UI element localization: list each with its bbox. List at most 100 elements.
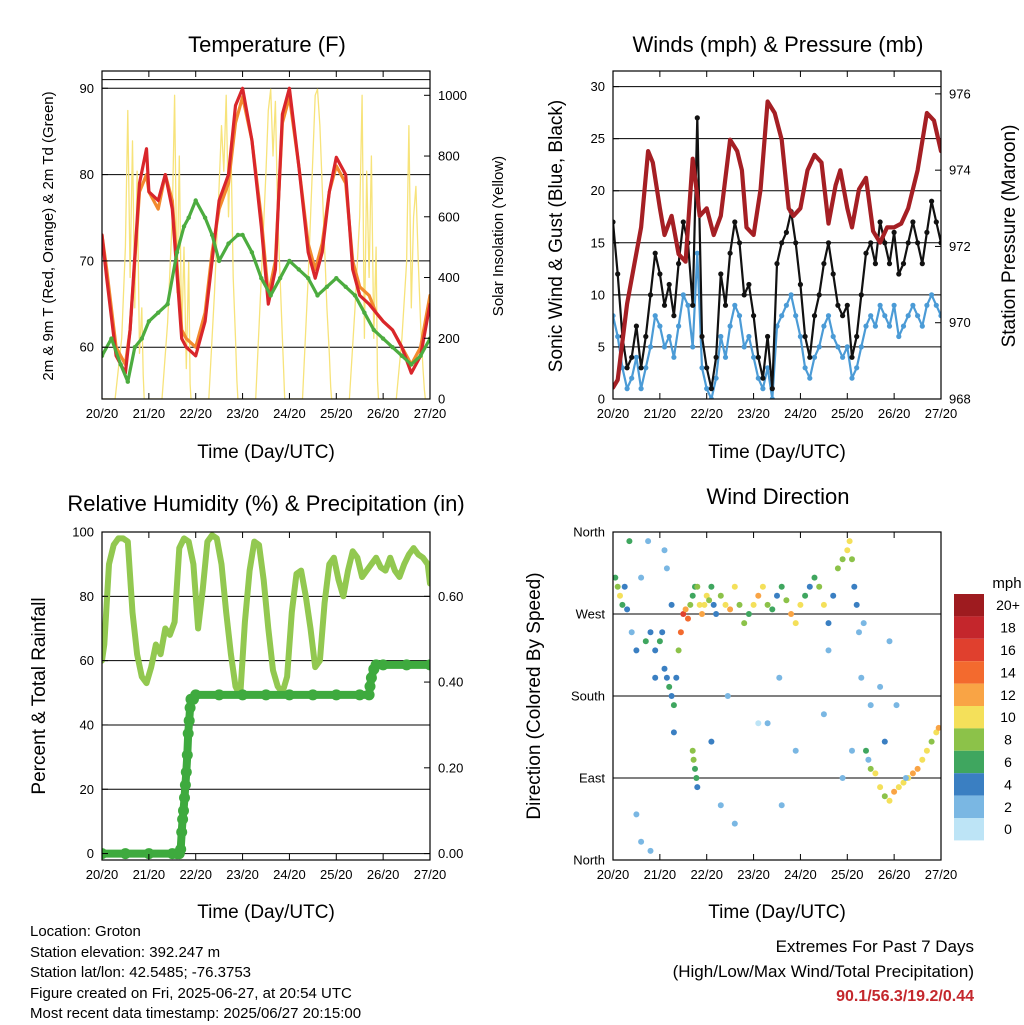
- data-point: [666, 333, 672, 340]
- data-point: [190, 689, 202, 701]
- data-point: [881, 793, 888, 800]
- colorbar-label: 12: [1000, 687, 1016, 703]
- data-point: [865, 756, 872, 763]
- data-point: [854, 333, 860, 340]
- data-point: [731, 583, 738, 590]
- y-tick-label: 40: [80, 717, 94, 732]
- colorbar-swatch: [954, 661, 984, 684]
- data-point: [882, 313, 888, 319]
- data-point: [886, 638, 893, 645]
- colorbar-swatch: [954, 638, 984, 662]
- data-point: [277, 276, 283, 281]
- data-point: [334, 276, 339, 281]
- series-line: [102, 88, 430, 399]
- data-point: [854, 365, 860, 371]
- data-point: [924, 229, 930, 235]
- colorbar-swatch: [954, 795, 984, 818]
- data-point: [704, 386, 710, 392]
- data-point: [807, 375, 813, 381]
- x-tick-label: 25/20: [320, 406, 353, 421]
- x-tick-label: 22/20: [179, 867, 212, 882]
- data-point: [165, 301, 170, 307]
- y-tick-label: 60: [80, 653, 94, 668]
- y-tick-label: 20: [80, 782, 94, 797]
- data-point: [687, 601, 694, 608]
- x-tick-label: 25/20: [320, 867, 353, 882]
- data-point: [774, 592, 780, 599]
- data-point: [629, 375, 635, 381]
- x-tick-label: 22/20: [690, 406, 723, 421]
- data-point: [677, 629, 684, 636]
- data-marks: [613, 99, 941, 399]
- data-point: [390, 345, 395, 350]
- data-point: [676, 261, 682, 267]
- data-point: [840, 354, 846, 360]
- data-point: [811, 313, 818, 319]
- data-point: [209, 232, 215, 238]
- data-point: [724, 693, 731, 699]
- y-tick-label: 70: [80, 253, 94, 268]
- data-point: [365, 672, 377, 684]
- data-point: [377, 659, 389, 671]
- y-tick-label: 0: [87, 846, 94, 861]
- y-tick-label: 80: [80, 167, 94, 182]
- data-point: [816, 344, 822, 350]
- y-tick-label: North: [573, 853, 605, 868]
- y-tick-label: 20: [591, 183, 605, 198]
- series-line: [613, 99, 941, 390]
- data-point: [872, 261, 879, 267]
- extremes-values: 90.1/56.3/19.2/0.44: [836, 988, 974, 1005]
- series-line: [102, 95, 430, 367]
- data-point: [751, 313, 757, 319]
- data-point: [919, 261, 925, 267]
- data-point: [307, 689, 319, 701]
- data-point: [764, 601, 771, 608]
- data-point: [900, 779, 907, 786]
- data-point: [682, 606, 689, 613]
- colorbar-swatch: [954, 594, 984, 617]
- data-point: [928, 738, 935, 745]
- data-point: [769, 386, 775, 392]
- x-axis-label: Time (Day/UTC): [708, 902, 846, 923]
- colorbar-swatch: [954, 750, 984, 774]
- data-point: [867, 702, 874, 709]
- data-point: [178, 805, 189, 817]
- data-point: [638, 386, 644, 392]
- data-point: [666, 281, 672, 288]
- y2-tick-label: 200: [438, 331, 460, 346]
- data-point: [736, 601, 743, 608]
- data-point: [830, 592, 837, 599]
- recent-text: Most recent data timestamp: 2025/06/27 2…: [30, 1005, 362, 1022]
- plot-area: [102, 595, 430, 855]
- data-point: [839, 775, 846, 781]
- data-point: [676, 323, 682, 329]
- data-point: [835, 344, 841, 350]
- data-point: [628, 629, 635, 636]
- data-point: [746, 281, 752, 288]
- data-point: [877, 784, 884, 791]
- data-point: [722, 354, 729, 360]
- data-point: [877, 302, 883, 308]
- x-tick-label: 25/20: [831, 867, 864, 882]
- data-point: [661, 547, 668, 554]
- data-point: [689, 592, 696, 599]
- data-point: [919, 756, 926, 763]
- data-point: [755, 354, 761, 360]
- x-tick-label: 20/20: [597, 867, 630, 882]
- data-point: [409, 362, 414, 367]
- data-point: [718, 333, 724, 340]
- data-point: [708, 583, 715, 590]
- data-point: [760, 386, 766, 392]
- elevation-text: Station elevation: 392.247 m: [30, 943, 221, 961]
- colorbar-swatch: [954, 773, 984, 796]
- data-point: [638, 365, 644, 371]
- data-point: [860, 620, 867, 627]
- data-point: [886, 797, 893, 804]
- y2-tick-label: 600: [438, 209, 460, 224]
- data-point: [315, 293, 320, 298]
- data-point: [820, 601, 827, 608]
- data-point: [797, 333, 804, 340]
- data-point: [788, 292, 794, 298]
- station-info: Location: Groton Station elevation: 392.…: [30, 922, 361, 1025]
- data-point: [306, 276, 311, 281]
